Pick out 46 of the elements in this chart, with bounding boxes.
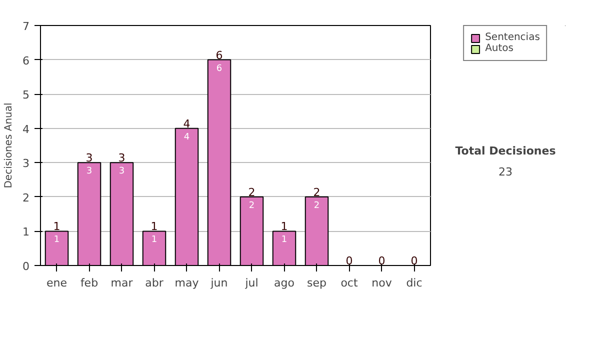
total-label: 3 [86,152,93,165]
total-label: 1 [53,220,60,234]
total-label: 4 [183,117,190,130]
y-tick-label: 0 [22,260,30,273]
data-label: 1 [151,235,158,246]
data-label: 1 [281,235,288,246]
data-label: 1 [54,235,60,246]
legend-label: Sentencias [485,32,540,43]
total-label: 0 [346,254,353,268]
y-tick-label: 7 [22,20,30,33]
x-tick-label: oct [340,276,358,290]
total-label: 1 [280,220,288,234]
total-label: 0 [378,254,386,268]
total-label: 6 [216,48,223,62]
text: Total Decisiones [455,144,556,158]
total-label: 1 [150,220,158,234]
data-label: 2 [314,200,320,211]
data-label: 6 [216,64,222,74]
y-tick-label: 1 [22,226,30,239]
total-label: 0 [410,254,418,268]
y-tick-label: 2 [22,191,30,204]
x-tick-label: may [174,276,200,290]
data-label: 3 [118,166,125,177]
x-tick-label: jun [210,276,228,290]
x-tick-label: jul [244,276,258,290]
x-tick-label: sep [307,276,327,290]
total-label: 2 [248,186,256,199]
x-tick-label: abr [145,276,164,290]
x-tick-label: ene [46,276,68,290]
y-tick-label: 3 [22,157,30,170]
y-tick-label: 6 [22,54,30,68]
x-tick-label: dic [406,276,422,290]
x-tick-label: mar [110,276,134,290]
x-tick-label: nov [372,276,392,290]
y-tick-label: 5 [22,88,30,102]
x-tick-label: ago [274,276,295,290]
text: 23 [498,166,512,178]
y-axis-title: Decisiones Anual [4,102,14,188]
total-label: 2 [313,186,320,199]
data-label: 4 [184,132,190,142]
x-tick-label: feb [80,276,98,290]
legend-label: Autos [485,43,514,54]
data-label: 3 [86,166,92,177]
total-label: 3 [118,152,126,165]
y-tick-label: 4 [22,122,30,136]
data-label: 2 [248,200,255,211]
